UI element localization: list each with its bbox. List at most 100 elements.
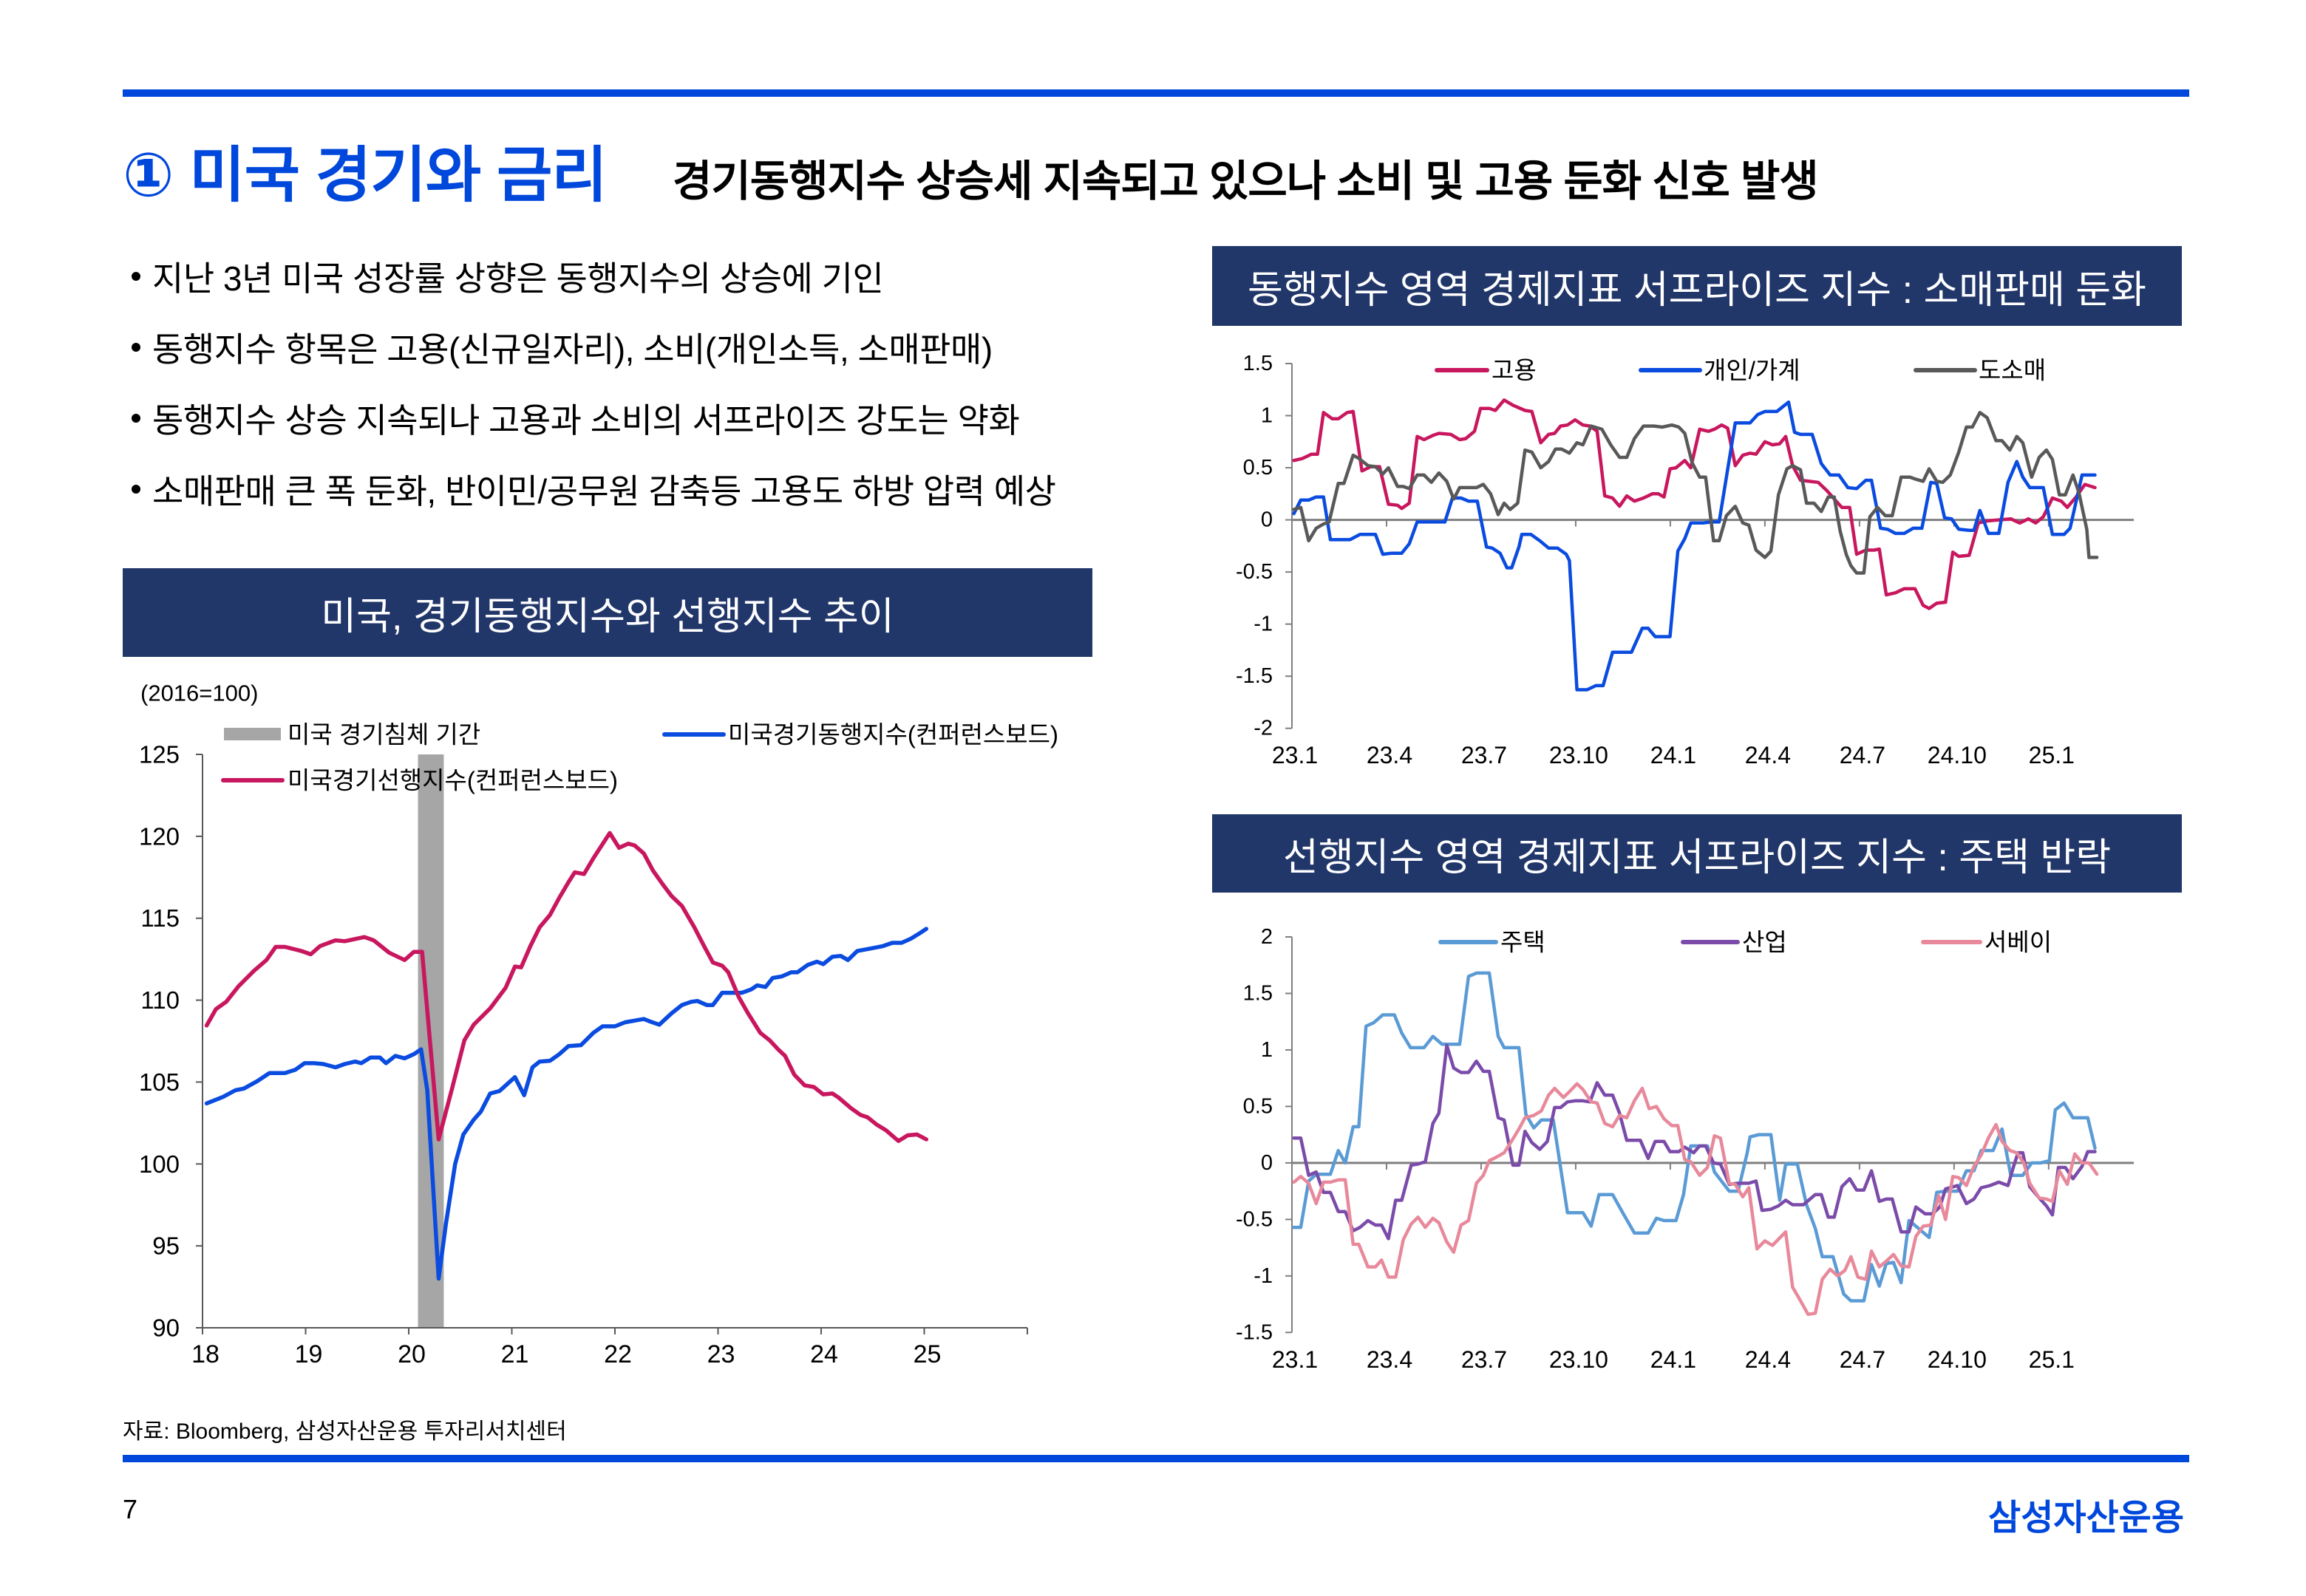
key-point-text: 지난 3년 미국 성장률 상향은 동행지수의 상승에 기인 bbox=[152, 259, 884, 298]
retail-wholesale-surprise-line bbox=[1292, 411, 2099, 575]
y-tick-label: 0.5 bbox=[1243, 1094, 1273, 1118]
housing-surprise-line bbox=[1292, 971, 2097, 1303]
legend-label-employment: 고용 bbox=[1492, 357, 1537, 384]
x-tick-label: 20 bbox=[398, 1340, 426, 1368]
source-note: 자료: Bloomberg, 삼성자산운용 투자리서치센터 bbox=[123, 1419, 567, 1444]
y-tick-label: -1.5 bbox=[1236, 1320, 1273, 1344]
x-tick-label: 24.4 bbox=[1745, 742, 1791, 768]
series-layer bbox=[1292, 971, 2099, 1317]
legend-label-survey: 서베이 bbox=[1984, 929, 2052, 956]
leading-surprise-chart: 2 1.5 1 0.5 0 -0.5 -1 -1.523.1 23.4 23.7 23.10 24.1… bbox=[1236, 925, 2134, 1373]
legend-swatch-recession bbox=[224, 728, 281, 740]
key-points-list: 지난 3년 미국 성장률 상향은 동행지수의 상승에 기인 동행지수 항목은 고… bbox=[123, 241, 1056, 525]
x-tick-label: 25.1 bbox=[2029, 1346, 2075, 1373]
title-row: ① 미국 경기와 금리 경기동행지수 상승세 지속되고 있으나 소비 및 고용 … bbox=[123, 126, 1819, 214]
leading-index-line bbox=[204, 831, 929, 1143]
legend-label-housing: 주택 bbox=[1500, 929, 1545, 956]
x-tick-label: 23.1 bbox=[1272, 742, 1318, 768]
key-point-text: 동행지수 상승 지속되나 고용과 소비의 서프라이즈 강도는 약화 bbox=[152, 401, 1020, 440]
x-tick-label: 23.1 bbox=[1272, 1346, 1318, 1373]
y-tick-label: -1 bbox=[1254, 613, 1273, 636]
key-point-text: 동행지수 항목은 고용(신규일자리), 소비(개인소득, 소매판매) bbox=[152, 330, 993, 369]
x-tick-label: 23.7 bbox=[1461, 742, 1507, 768]
x-tick-label: 25.1 bbox=[2029, 742, 2075, 768]
y-tick-label: 0 bbox=[1261, 508, 1273, 532]
chart-title-leading-coincident: 미국, 경기동행지수와 선행지수 추이 bbox=[123, 568, 1092, 657]
leading-coincident-index-chart: 125 120 115 110 105 100 95 90 18 19 20 21 22 23 24 25 (… bbox=[139, 681, 1058, 1369]
key-point-text: 소매판매 큰 폭 둔화, 반이민/공무원 감축등 고용도 하방 압력 예상 bbox=[152, 472, 1056, 511]
employment-surprise-line bbox=[1292, 398, 2097, 610]
legend-label-household: 개인/가계 bbox=[1704, 357, 1800, 384]
page-number: 7 bbox=[123, 1494, 138, 1524]
y-tick-label: -0.5 bbox=[1236, 560, 1273, 584]
brand-logo: 삼성자산운용 bbox=[1988, 1498, 2184, 1538]
page-subtitle: 경기동행지수 상승세 지속되고 있으나 소비 및 고용 둔화 신호 발생 bbox=[673, 157, 1819, 205]
axes-layer: 1.5 1 0.5 0 -0.5 -1 -1.5 -223.1 23.4 23.7 23.10 24.… bbox=[1236, 352, 2134, 768]
bullet-icon bbox=[132, 414, 140, 423]
y-tick-label: 105 bbox=[139, 1068, 180, 1096]
legend-label-industry: 산업 bbox=[1742, 929, 1787, 956]
y-tick-label: -1 bbox=[1254, 1264, 1273, 1288]
page-title: ① 미국 경기와 금리 bbox=[123, 142, 608, 209]
legend: 미국 경기침체 기간 미국경기동행지수(컨퍼런스보드) 미국경기선행지수(컨퍼런… bbox=[221, 721, 1058, 794]
x-tick-label: 23.10 bbox=[1549, 1346, 1608, 1373]
x-tick-label: 24.1 bbox=[1650, 1346, 1696, 1373]
bullet-icon bbox=[132, 485, 140, 494]
y-tick-label: 2 bbox=[1261, 925, 1273, 949]
y-tick-label: -0.5 bbox=[1236, 1207, 1273, 1231]
chart-title-coincident-surprise: 동행지수 영역 경제지표 서프라이즈 지수 : 소매판매 둔화 bbox=[1212, 246, 2182, 326]
bullet-icon bbox=[132, 343, 140, 352]
chart-title-leading-surprise: 선행지수 영역 경제지표 서프라이즈 지수 : 주택 반락 bbox=[1212, 814, 2182, 893]
y-tick-label: 90 bbox=[152, 1314, 180, 1342]
x-tick-label: 24.7 bbox=[1840, 742, 1885, 768]
legend: 고용 개인/가계 도소매 bbox=[1435, 357, 2046, 384]
legend-label-recession: 미국 경기침체 기간 bbox=[288, 721, 480, 748]
y-tick-label: 1.5 bbox=[1243, 981, 1273, 1005]
x-tick-label: 23.4 bbox=[1367, 742, 1412, 768]
bullet-icon bbox=[132, 272, 140, 281]
axes-layer: 125 120 115 110 105 100 95 90 18 19 20 21 22 23 24 25 bbox=[139, 741, 1028, 1368]
x-tick-label: 24.4 bbox=[1745, 1346, 1791, 1373]
y-tick-label: 0.5 bbox=[1243, 456, 1273, 480]
axes-layer: 2 1.5 1 0.5 0 -0.5 -1 -1.523.1 23.4 23.7 23.10 24.1… bbox=[1236, 925, 2134, 1373]
x-tick-label: 21 bbox=[501, 1340, 529, 1368]
industry-surprise-line bbox=[1292, 1043, 2097, 1241]
y-tick-label: 120 bbox=[139, 822, 180, 850]
x-tick-label: 24.1 bbox=[1650, 742, 1696, 768]
x-tick-label: 18 bbox=[191, 1340, 220, 1368]
x-tick-label: 23.4 bbox=[1367, 1346, 1412, 1373]
y-tick-label: 0 bbox=[1261, 1151, 1273, 1175]
x-tick-label: 25 bbox=[914, 1340, 942, 1368]
y-tick-label: 125 bbox=[139, 741, 180, 768]
legend-label-leading: 미국경기선행지수(컨퍼런스보드) bbox=[288, 767, 618, 794]
key-point: 동행지수 항목은 고용(신규일자리), 소비(개인소득, 소매판매) bbox=[123, 312, 1055, 383]
key-point: 소매판매 큰 폭 둔화, 반이민/공무원 감축등 고용도 하방 압력 예상 bbox=[123, 454, 1056, 525]
x-tick-label: 23.7 bbox=[1461, 1346, 1507, 1373]
x-tick-label: 24.10 bbox=[1928, 742, 1987, 768]
bottom-divider bbox=[123, 1455, 2189, 1462]
x-tick-label: 23.10 bbox=[1549, 742, 1608, 768]
series-layer bbox=[1292, 398, 2099, 692]
y-tick-label: 110 bbox=[140, 986, 180, 1014]
unit-label: (2016=100) bbox=[140, 681, 258, 706]
legend-label-coincident: 미국경기동행지수(컨퍼런스보드) bbox=[728, 721, 1058, 748]
key-point: 지난 3년 미국 성장률 상향은 동행지수의 상승에 기인 bbox=[123, 241, 1055, 312]
y-tick-label: 1.5 bbox=[1243, 352, 1273, 375]
y-tick-label: 1 bbox=[1261, 404, 1273, 428]
top-divider bbox=[123, 89, 2189, 97]
series-layer bbox=[204, 831, 929, 1281]
y-tick-label: 95 bbox=[152, 1232, 180, 1260]
y-tick-label: 1 bbox=[1261, 1038, 1273, 1062]
legend-label-retail: 도소매 bbox=[1979, 357, 2046, 384]
x-tick-label: 19 bbox=[295, 1340, 323, 1368]
x-tick-label: 23 bbox=[707, 1340, 735, 1368]
y-tick-label: 100 bbox=[139, 1150, 180, 1178]
coincident-index-line bbox=[204, 927, 929, 1281]
y-tick-label: -1.5 bbox=[1236, 664, 1273, 688]
legend: 주택 산업 서베이 bbox=[1438, 929, 2052, 956]
y-tick-label: -2 bbox=[1254, 717, 1273, 740]
x-tick-label: 24.7 bbox=[1840, 1346, 1885, 1373]
y-tick-label: 115 bbox=[140, 904, 180, 932]
household-surprise-line bbox=[1292, 400, 2097, 692]
key-point: 동행지수 상승 지속되나 고용과 소비의 서프라이즈 강도는 약화 bbox=[123, 383, 1055, 454]
